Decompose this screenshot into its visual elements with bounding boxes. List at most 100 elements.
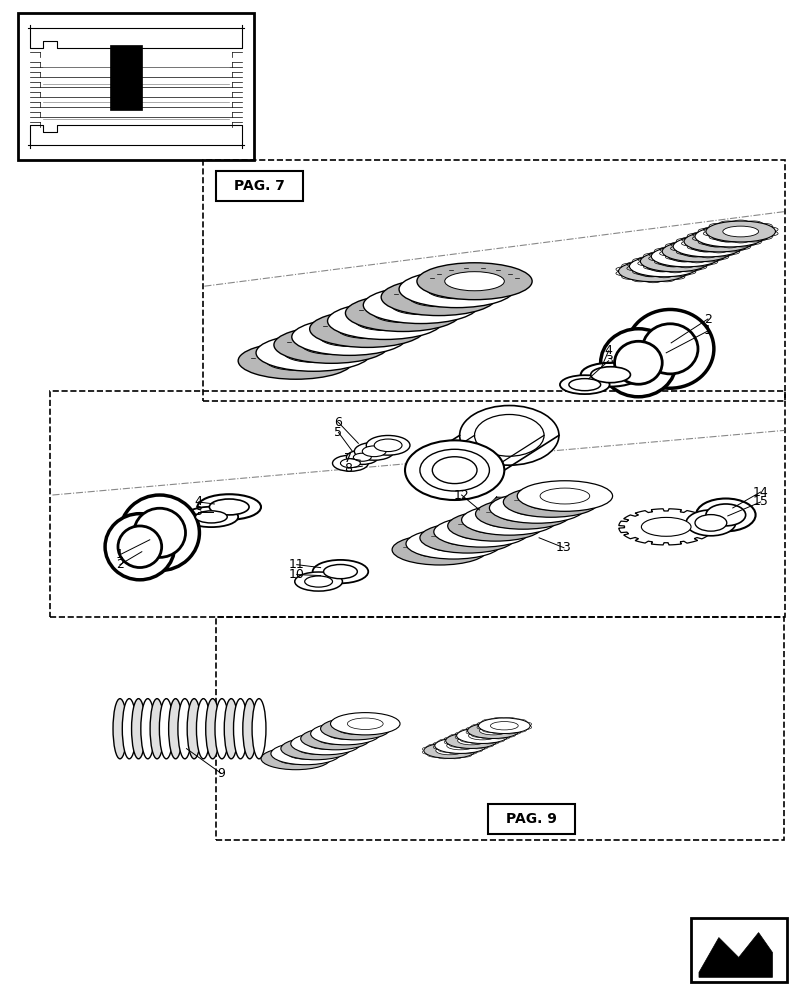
Ellipse shape bbox=[234, 699, 247, 759]
Ellipse shape bbox=[118, 526, 161, 568]
Ellipse shape bbox=[309, 310, 424, 347]
Ellipse shape bbox=[479, 727, 507, 735]
Ellipse shape bbox=[312, 560, 368, 583]
Ellipse shape bbox=[105, 514, 174, 580]
Ellipse shape bbox=[489, 493, 584, 523]
Ellipse shape bbox=[436, 746, 463, 755]
Ellipse shape bbox=[273, 326, 388, 363]
Ellipse shape bbox=[685, 510, 735, 536]
Text: 2: 2 bbox=[116, 558, 124, 571]
Polygon shape bbox=[698, 933, 771, 977]
Ellipse shape bbox=[689, 241, 725, 252]
Ellipse shape bbox=[423, 743, 475, 758]
Ellipse shape bbox=[347, 718, 383, 729]
Ellipse shape bbox=[304, 576, 332, 587]
Text: PAG. 7: PAG. 7 bbox=[234, 179, 284, 193]
Ellipse shape bbox=[406, 528, 500, 559]
Ellipse shape bbox=[641, 517, 690, 536]
Ellipse shape bbox=[517, 481, 611, 511]
Ellipse shape bbox=[196, 699, 210, 759]
Bar bbox=[50, 391, 784, 617]
Ellipse shape bbox=[414, 542, 464, 558]
Bar bbox=[110, 45, 142, 110]
Ellipse shape bbox=[317, 733, 353, 744]
Ellipse shape bbox=[650, 246, 720, 267]
Bar bbox=[18, 13, 254, 160]
Ellipse shape bbox=[569, 379, 600, 391]
Ellipse shape bbox=[291, 318, 406, 355]
Text: 5: 5 bbox=[334, 426, 342, 439]
Text: 10: 10 bbox=[289, 568, 304, 581]
Ellipse shape bbox=[337, 319, 397, 339]
Ellipse shape bbox=[346, 450, 378, 464]
Ellipse shape bbox=[366, 435, 410, 455]
Bar bbox=[690, 918, 787, 982]
Ellipse shape bbox=[330, 713, 400, 735]
Ellipse shape bbox=[373, 303, 432, 323]
Text: 9: 9 bbox=[217, 767, 225, 780]
Text: 14: 14 bbox=[752, 486, 767, 499]
Ellipse shape bbox=[327, 728, 363, 739]
Ellipse shape bbox=[442, 530, 491, 546]
Ellipse shape bbox=[271, 742, 340, 765]
Ellipse shape bbox=[470, 518, 520, 534]
Ellipse shape bbox=[362, 446, 386, 457]
Ellipse shape bbox=[169, 699, 182, 759]
Ellipse shape bbox=[700, 236, 736, 247]
Ellipse shape bbox=[159, 699, 173, 759]
Ellipse shape bbox=[277, 753, 313, 764]
Ellipse shape bbox=[580, 363, 640, 387]
Ellipse shape bbox=[150, 699, 164, 759]
Ellipse shape bbox=[614, 341, 662, 384]
Ellipse shape bbox=[474, 414, 543, 456]
Ellipse shape bbox=[122, 699, 136, 759]
Ellipse shape bbox=[475, 499, 570, 529]
Ellipse shape bbox=[427, 280, 486, 299]
Ellipse shape bbox=[539, 488, 589, 504]
Ellipse shape bbox=[140, 699, 155, 759]
Ellipse shape bbox=[363, 287, 478, 324]
Ellipse shape bbox=[484, 512, 534, 528]
Ellipse shape bbox=[694, 226, 764, 247]
Ellipse shape bbox=[374, 439, 401, 452]
Ellipse shape bbox=[447, 511, 543, 541]
Ellipse shape bbox=[187, 699, 201, 759]
FancyBboxPatch shape bbox=[488, 804, 574, 834]
Ellipse shape bbox=[461, 505, 556, 535]
Text: 8: 8 bbox=[344, 462, 352, 475]
Text: 7: 7 bbox=[344, 452, 352, 465]
Ellipse shape bbox=[320, 327, 379, 346]
Ellipse shape bbox=[323, 564, 357, 579]
Ellipse shape bbox=[419, 523, 515, 553]
Ellipse shape bbox=[428, 536, 478, 552]
Ellipse shape bbox=[332, 455, 368, 471]
Ellipse shape bbox=[134, 508, 185, 557]
Ellipse shape bbox=[711, 231, 747, 242]
Ellipse shape bbox=[526, 494, 575, 510]
Text: 6: 6 bbox=[334, 416, 342, 429]
Bar bbox=[216, 617, 783, 840]
Ellipse shape bbox=[355, 311, 414, 331]
Ellipse shape bbox=[459, 406, 558, 465]
Ellipse shape bbox=[340, 459, 360, 468]
Text: 11: 11 bbox=[289, 558, 304, 571]
Ellipse shape bbox=[560, 375, 609, 394]
Ellipse shape bbox=[468, 732, 496, 740]
Ellipse shape bbox=[290, 733, 360, 755]
Ellipse shape bbox=[456, 728, 508, 743]
Ellipse shape bbox=[345, 295, 460, 332]
Ellipse shape bbox=[113, 699, 127, 759]
Ellipse shape bbox=[590, 367, 629, 383]
Ellipse shape bbox=[467, 723, 518, 738]
Ellipse shape bbox=[642, 324, 697, 374]
Text: 12: 12 bbox=[453, 489, 469, 502]
Ellipse shape bbox=[238, 342, 353, 379]
Ellipse shape bbox=[498, 506, 547, 522]
Ellipse shape bbox=[209, 499, 249, 515]
Ellipse shape bbox=[294, 572, 342, 591]
Ellipse shape bbox=[260, 747, 330, 770]
Ellipse shape bbox=[457, 736, 485, 745]
Ellipse shape bbox=[300, 728, 370, 750]
Ellipse shape bbox=[512, 500, 561, 516]
Ellipse shape bbox=[683, 231, 753, 252]
